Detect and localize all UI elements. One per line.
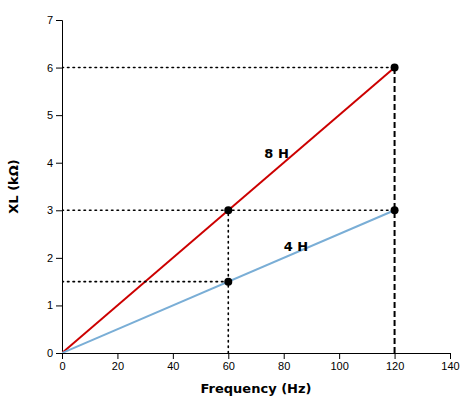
point xyxy=(224,206,232,214)
y-axis-tick-mark xyxy=(56,210,62,211)
y-axis-tick: 1 xyxy=(47,299,62,311)
y-axis-tick-label: 0 xyxy=(47,347,53,359)
y-axis-tick-label: 4 xyxy=(47,157,53,169)
point xyxy=(391,64,399,72)
x-axis-tick-mark xyxy=(228,353,229,359)
x-axis-tick-mark xyxy=(173,353,174,359)
y-axis-tick-label: 5 xyxy=(47,109,53,121)
y-axis-line xyxy=(56,21,63,354)
x-axis-tick-label: 0 xyxy=(59,360,65,372)
marks xyxy=(62,64,399,353)
x-axis-tick-label: 140 xyxy=(441,360,459,372)
x-axis-tick-label: 20 xyxy=(112,360,124,372)
x-axis-tick: 140 xyxy=(441,353,459,372)
annotations: 8 H 4 H xyxy=(264,146,308,254)
y-axis-tick-label: 2 xyxy=(47,252,53,264)
x-axis-title: Frequency (Hz) xyxy=(201,381,312,396)
x-axis-tick-mark xyxy=(284,353,285,359)
y-axis: 0 1 2 3 4 5 6 7 xyxy=(47,14,63,359)
y-axis-tick: 4 xyxy=(47,157,62,169)
x-axis-tick-label: 60 xyxy=(223,360,235,372)
line xyxy=(62,68,395,353)
x-axis-tick: 120 xyxy=(386,353,404,372)
x-axis-tick-label: 100 xyxy=(330,360,348,372)
x-axis-tick-mark xyxy=(339,353,340,359)
point xyxy=(224,278,232,286)
x-axis-tick-mark xyxy=(117,353,118,359)
dotted-line xyxy=(62,67,395,69)
x-axis: 0 20 40 60 80 100 120 140 xyxy=(59,353,459,372)
y-axis-tick-mark xyxy=(56,68,62,69)
point xyxy=(391,206,399,214)
y-axis-tick-mark xyxy=(56,353,62,354)
y-axis-tick-mark xyxy=(56,20,62,21)
x-axis-tick: 20 xyxy=(112,353,124,372)
y-axis-tick: 0 xyxy=(47,347,62,359)
y-axis-tick: 5 xyxy=(47,109,62,121)
y-axis-tick-mark xyxy=(56,163,62,164)
annotation: 8 H xyxy=(264,146,288,161)
x-axis-tick-label: 80 xyxy=(278,360,290,372)
x-axis-tick-mark xyxy=(450,353,451,359)
x-axis-tick-mark xyxy=(395,353,396,359)
x-axis-tick-label: 40 xyxy=(167,360,179,372)
y-axis-tick-mark xyxy=(56,305,62,306)
y-axis-tick: 6 xyxy=(47,62,62,74)
x-axis-tick: 100 xyxy=(330,353,348,372)
chart: 0 20 40 60 80 100 120 140 0 1 2 3 4 5 6 7 8 H 4 H Frequenc… xyxy=(0,0,474,405)
y-axis-tick-mark xyxy=(56,115,62,116)
x-axis-tick: 0 xyxy=(59,353,65,372)
x-axis-line xyxy=(63,354,451,360)
y-axis-tick-label: 3 xyxy=(47,204,53,216)
annotation: 4 H xyxy=(284,239,308,254)
y-axis-tick-label: 6 xyxy=(47,62,53,74)
line xyxy=(62,210,395,353)
plot: 0 20 40 60 80 100 120 140 0 1 2 3 4 5 6 7 8 H 4 H xyxy=(47,14,460,372)
y-axis-tick-label: 1 xyxy=(47,299,53,311)
y-axis-tick: 2 xyxy=(47,252,62,264)
y-axis-title: XL (kΩ) xyxy=(6,159,21,213)
x-axis-tick-label: 120 xyxy=(386,360,404,372)
x-axis-tick: 60 xyxy=(223,353,235,372)
y-axis-tick: 7 xyxy=(47,14,62,26)
y-axis-tick-label: 7 xyxy=(47,14,53,26)
x-axis-tick: 80 xyxy=(278,353,290,372)
x-axis-tick: 40 xyxy=(167,353,179,372)
dotted-line xyxy=(62,281,228,283)
y-axis-tick: 3 xyxy=(47,204,62,216)
y-axis-tick-mark xyxy=(56,258,62,259)
